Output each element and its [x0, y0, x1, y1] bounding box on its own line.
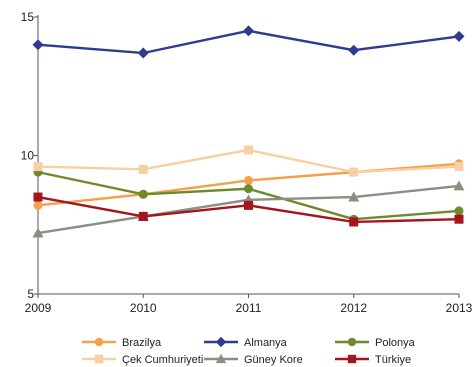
legend-item: Güney Kore — [204, 353, 303, 366]
legend-swatch-marker — [94, 337, 104, 347]
data-point — [243, 25, 254, 37]
data-point — [348, 191, 360, 202]
legend: Brazilya Almanya Polonya Çek Cumhuriyeti Gün… — [82, 336, 416, 366]
y-tick-label: 5 — [27, 287, 34, 301]
legend-item: Çek Cumhuriyeti — [82, 354, 203, 366]
data-point — [244, 184, 253, 194]
legend-label: Almanya — [244, 337, 288, 349]
data-point — [138, 164, 148, 174]
legend-item: Almanya — [204, 336, 288, 349]
y-tick-label: 15 — [21, 10, 35, 24]
data-point — [138, 189, 148, 199]
data-point — [454, 214, 464, 224]
data-point — [32, 227, 44, 238]
data-point — [33, 200, 43, 210]
data-point — [453, 180, 465, 191]
series-5 — [33, 192, 464, 227]
x-tick-label: 2013 — [446, 301, 473, 315]
legend-label: Güney Kore — [244, 354, 303, 366]
y-tick-label: 10 — [21, 149, 35, 163]
legend-item: Türkiye — [335, 354, 411, 366]
legend-swatch-marker — [215, 353, 227, 364]
legend-item: Polonya — [335, 337, 416, 349]
data-point — [32, 39, 44, 51]
data-point — [349, 167, 359, 177]
data-point — [137, 47, 149, 59]
data-point — [244, 175, 253, 185]
data-point — [348, 44, 360, 56]
legend-label: Brazilya — [122, 337, 162, 349]
x-tick-label: 2009 — [25, 301, 52, 315]
data-point — [33, 162, 43, 172]
legend-label: Polonya — [375, 337, 416, 349]
x-tick-label: 2012 — [340, 301, 367, 315]
data-point — [33, 192, 43, 202]
legend-swatch-marker — [347, 337, 357, 347]
data-point — [454, 162, 464, 172]
data-point — [138, 211, 148, 221]
legend-label: Çek Cumhuriyeti — [122, 354, 203, 366]
legend-swatch-marker — [94, 354, 104, 364]
legend-swatch-marker — [215, 336, 227, 348]
legend-label: Türkiye — [375, 354, 411, 366]
data-point — [244, 145, 253, 155]
series-1 — [32, 25, 465, 59]
x-tick-label: 2011 — [236, 301, 262, 315]
legend-swatch-marker — [347, 354, 357, 364]
data-point — [244, 200, 253, 210]
x-tick-label: 2010 — [130, 301, 157, 315]
series-3 — [33, 145, 464, 177]
legend-item: Brazilya — [82, 337, 162, 349]
data-point — [454, 206, 464, 216]
data-point — [453, 30, 465, 42]
axes: 5 10 15 2009 2010 2011 2012 2013 — [21, 10, 473, 315]
data-point — [349, 217, 359, 227]
series-layer — [32, 25, 465, 238]
